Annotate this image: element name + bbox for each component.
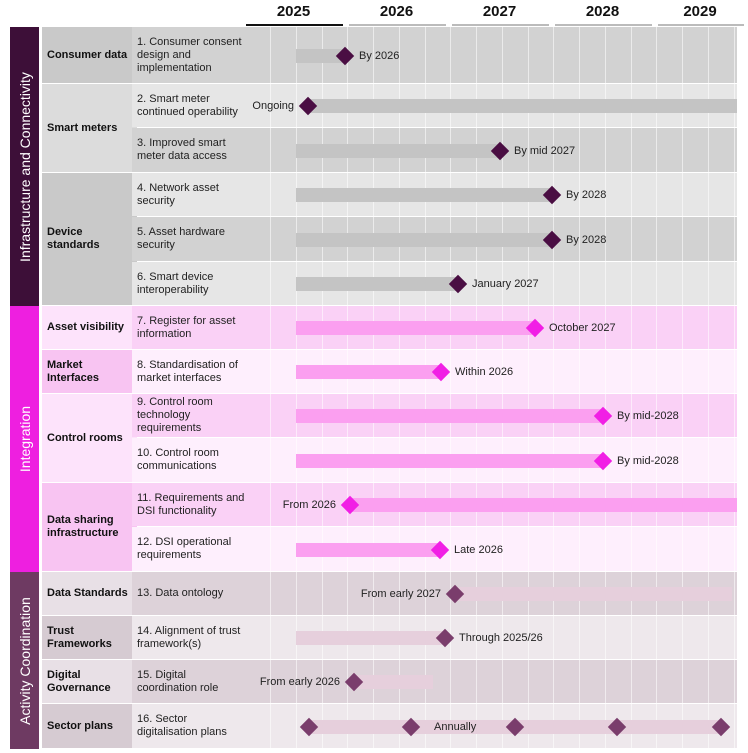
- grid-line: [296, 26, 297, 749]
- grid-line: [708, 26, 709, 749]
- item-label: 1. Consumer consent design and implement…: [132, 27, 248, 83]
- grid-line: [605, 26, 606, 749]
- grid-line: [399, 26, 400, 749]
- year-underline: [246, 24, 343, 26]
- milestone-note: By mid 2027: [514, 144, 576, 157]
- grid-line: [270, 26, 271, 749]
- milestone-note: From 2026: [282, 499, 336, 511]
- item-label: 3. Improved smart meter data access: [132, 128, 248, 172]
- milestone-note: Late 2026: [454, 543, 503, 556]
- category-label: Smart meters: [42, 84, 137, 172]
- grid-line: [476, 26, 477, 749]
- year-label: 2027: [482, 3, 517, 20]
- item-label: 7. Register for asset information: [132, 306, 248, 349]
- year-underline: [658, 24, 744, 26]
- timeline-bar: [296, 188, 552, 202]
- item-label: 8. Standardisation of market interfaces: [132, 350, 248, 393]
- year-underline: [555, 24, 652, 26]
- milestone-note: By 2028: [566, 233, 607, 246]
- timeline-bar: [296, 232, 552, 247]
- year-label: 2025: [276, 3, 311, 20]
- item-label: 2. Smart meter continued operability: [132, 84, 248, 127]
- timeline-bar: [308, 99, 737, 113]
- milestone-note: October 2027: [549, 322, 616, 334]
- item-label: 9. Control room technology requirements: [132, 394, 248, 437]
- milestone-note: Through 2025/26: [459, 632, 543, 644]
- milestone-note: Within 2026: [455, 366, 514, 378]
- milestone-note: By mid-2028: [617, 454, 679, 467]
- section-band: Activity Coordination: [10, 572, 39, 749]
- timeline-bar: [296, 365, 441, 379]
- timeline-bar: [296, 277, 458, 291]
- item-label: 5. Asset hardware security: [132, 217, 248, 261]
- timeline-bar: [455, 587, 732, 601]
- milestone-note: By mid-2028: [617, 410, 679, 422]
- grid-line: [631, 26, 632, 749]
- category-label: Data sharing infrastructure: [42, 483, 137, 571]
- category-label: Trust Frameworks: [42, 616, 137, 659]
- timeline-bar: [296, 48, 345, 63]
- section-label: Infrastructure and Connectivity: [16, 71, 33, 262]
- section-band: Integration: [10, 306, 39, 572]
- grid-line: [579, 26, 580, 749]
- milestone-note: Annually: [434, 720, 477, 733]
- grid-line: [734, 26, 735, 749]
- milestone-note: From early 2026: [259, 676, 340, 688]
- grid-line: [347, 26, 348, 749]
- timeline-bar: [296, 453, 603, 468]
- category-label: Asset visibility: [42, 306, 137, 349]
- timeline-bar: [296, 321, 535, 335]
- grid-line: [502, 26, 503, 749]
- milestone-note: By 2028: [566, 189, 607, 201]
- grid-line: [450, 26, 451, 749]
- section-label: Activity Coordination: [16, 596, 33, 725]
- milestone-note: January 2027: [472, 278, 539, 290]
- year-underline: [452, 24, 549, 26]
- item-label: 4. Network asset security: [132, 173, 248, 216]
- year-label: 2028: [585, 3, 620, 20]
- grid-line: [322, 26, 323, 749]
- category-label: Consumer data: [42, 27, 137, 83]
- item-label: 16. Sector digitalisation plans: [132, 704, 248, 748]
- item-label: 14. Alignment of trust framework(s): [132, 616, 248, 659]
- grid-line: [425, 26, 426, 749]
- section-label: Integration: [16, 405, 33, 473]
- category-label: Data Standards: [42, 572, 137, 615]
- milestone-note: Ongoing: [252, 100, 294, 112]
- category-label: Digital Governance: [42, 660, 137, 703]
- timeline-row: [244, 660, 737, 703]
- timeline-bar: [296, 143, 500, 158]
- milestone-note: From early 2027: [360, 588, 441, 600]
- item-label: 13. Data ontology: [132, 572, 248, 615]
- category-label: Market Interfaces: [42, 350, 137, 393]
- timeline-bar: [350, 498, 737, 512]
- category-label: Control rooms: [42, 394, 137, 482]
- grid-line: [682, 26, 683, 749]
- grid-line: [373, 26, 374, 749]
- grid-line: [553, 26, 554, 749]
- item-label: 15. Digital coordination role: [132, 660, 248, 703]
- timeline-bar: [354, 675, 433, 689]
- item-label: 12. DSI operational requirements: [132, 527, 248, 571]
- item-label: 6. Smart device interoperability: [132, 262, 248, 305]
- grid-line: [656, 26, 657, 749]
- timeline-bar: [296, 631, 445, 645]
- item-label: 10. Control room communications: [132, 438, 248, 482]
- item-label: 11. Requirements and DSI functionality: [132, 483, 248, 526]
- timeline-bar: [296, 542, 440, 557]
- section-band: Infrastructure and Connectivity: [10, 27, 39, 306]
- milestone-note: By 2026: [359, 49, 400, 62]
- category-label: Sector plans: [42, 704, 137, 748]
- year-underline: [349, 24, 446, 26]
- category-label: Device standards: [42, 173, 137, 305]
- year-label: 2026: [379, 3, 414, 20]
- year-label: 2029: [683, 3, 717, 20]
- grid-line: [528, 26, 529, 749]
- timeline-bar: [296, 409, 603, 423]
